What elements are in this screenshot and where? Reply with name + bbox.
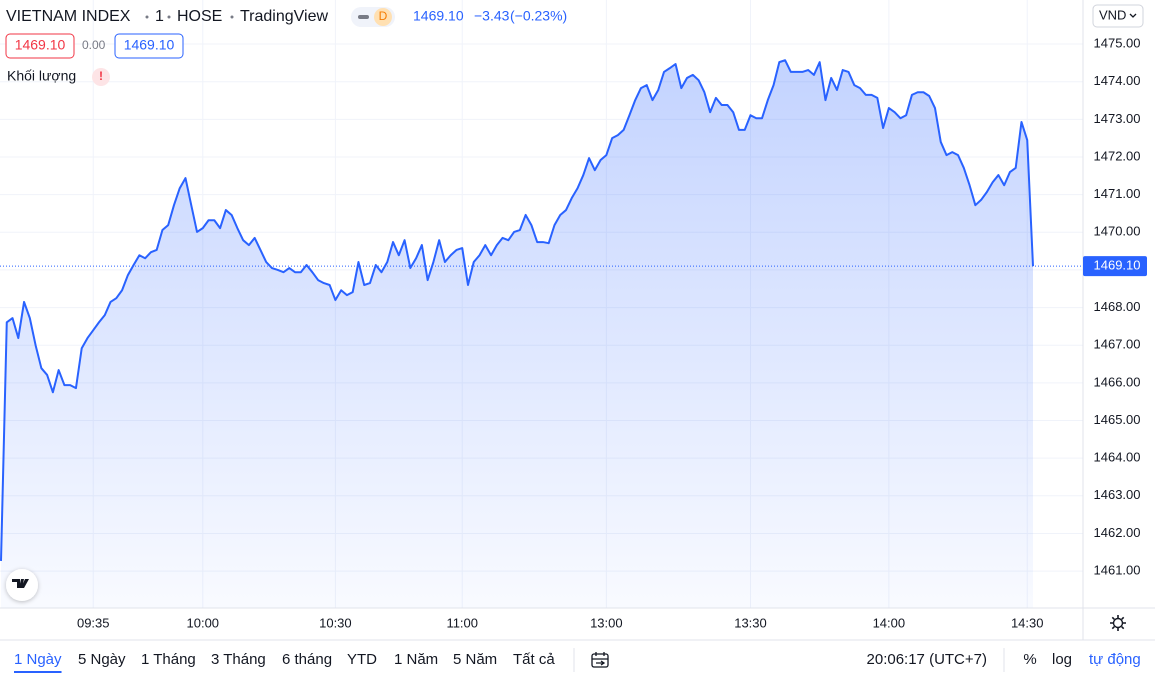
change-pct: (−0.23%) xyxy=(510,8,567,24)
last-price: 1469.10 xyxy=(413,8,464,24)
range-button[interactable]: 5 Năm xyxy=(453,651,497,668)
x-tick-label: 14:30 xyxy=(1011,615,1044,630)
exchange: HOSE xyxy=(177,8,222,25)
y-tick-label: 1468.00 xyxy=(1094,299,1141,314)
y-tick-label: 1467.00 xyxy=(1094,337,1141,352)
area-fill xyxy=(1,60,1033,609)
ohlc-left: 1469.10 xyxy=(15,37,66,53)
date-range-icon[interactable] xyxy=(591,652,609,668)
warning-icon[interactable] xyxy=(92,68,110,86)
separator xyxy=(230,15,234,19)
currency: VND xyxy=(1099,7,1126,22)
range-button[interactable]: 1 Năm xyxy=(394,651,438,668)
settings[interactable] xyxy=(1110,615,1126,631)
y-tick-label: 1461.00 xyxy=(1094,563,1141,578)
clock[interactable]: 20:06:17 (UTC+7) xyxy=(867,651,987,668)
ohlc-right: 1469.10 xyxy=(124,37,175,53)
price-line xyxy=(0,59,1034,561)
currency-button[interactable] xyxy=(1092,4,1144,28)
range-button[interactable]: 1 Tháng xyxy=(141,651,196,668)
y-tick-label: 1471.00 xyxy=(1094,186,1141,201)
range-button[interactable]: 1 Ngày xyxy=(14,651,62,668)
range-button[interactable]: Tất cả xyxy=(513,651,555,668)
percent-toggle[interactable]: % xyxy=(1023,651,1036,668)
badge: D xyxy=(379,9,388,23)
y-tick-label: 1463.00 xyxy=(1094,487,1141,502)
x-tick-label: 14:00 xyxy=(873,615,906,630)
interval: 1 xyxy=(155,8,164,25)
range-button[interactable]: 5 Ngày xyxy=(78,651,126,668)
source: TradingView xyxy=(240,8,328,25)
x-tick-label: 10:30 xyxy=(319,615,352,630)
y-tick-label: 1474.00 xyxy=(1094,73,1141,88)
ohlc-mid: 0.00 xyxy=(82,38,106,52)
range-button[interactable]: 6 tháng xyxy=(282,651,332,668)
y-tick-label: 1472.00 xyxy=(1094,148,1141,163)
volume-label: Khối lượng xyxy=(7,68,76,84)
change: −3.43 xyxy=(474,8,510,24)
range-button[interactable]: 3 Tháng xyxy=(211,651,266,668)
y-tick-label: 1470.00 xyxy=(1094,224,1141,239)
volume-warning: ! xyxy=(99,69,103,83)
x-tick-label: 13:30 xyxy=(734,615,767,630)
x-tick-label: 09:35 xyxy=(77,615,110,630)
ohlc-box xyxy=(5,33,75,59)
separator xyxy=(167,15,171,19)
auto-toggle[interactable]: tự động xyxy=(1089,651,1141,668)
plot xyxy=(0,59,1083,609)
y-tick-label: 1473.00 xyxy=(1094,111,1141,126)
y-tick-label: 1462.00 xyxy=(1094,525,1141,540)
range-button[interactable]: YTD xyxy=(347,651,377,668)
status-dash xyxy=(358,15,369,19)
last-price-label: 1469.10 xyxy=(1094,258,1141,273)
logo-mark xyxy=(12,579,29,588)
y-tick-label: 1465.00 xyxy=(1094,412,1141,427)
range-buttons: 1 Ngày 5 Ngày 1 Tháng 3 Tháng 6 tháng YTD 1 Nă… xyxy=(14,651,555,673)
badge-circle xyxy=(374,8,392,26)
ohlc-box xyxy=(114,33,184,59)
symbol: VIETNAM INDEX xyxy=(6,8,131,25)
last-price-badge xyxy=(1083,256,1147,277)
separator xyxy=(145,15,149,19)
chevron xyxy=(1129,13,1137,18)
y-tick-label: 1466.00 xyxy=(1094,374,1141,389)
y-tick-label: 1464.00 xyxy=(1094,450,1141,465)
axes: 1461.00 1462.00 1463.00 1464.00 1465.00 1466.… xyxy=(77,35,1147,630)
x-tick-label: 13:00 xyxy=(590,615,623,630)
active-underline xyxy=(14,671,62,673)
y-tick-label: 1475.00 xyxy=(1094,35,1141,50)
x-tick-label: 10:00 xyxy=(187,615,220,630)
x-tick-label: 11:00 xyxy=(446,615,478,630)
log-toggle[interactable]: log xyxy=(1052,651,1072,668)
